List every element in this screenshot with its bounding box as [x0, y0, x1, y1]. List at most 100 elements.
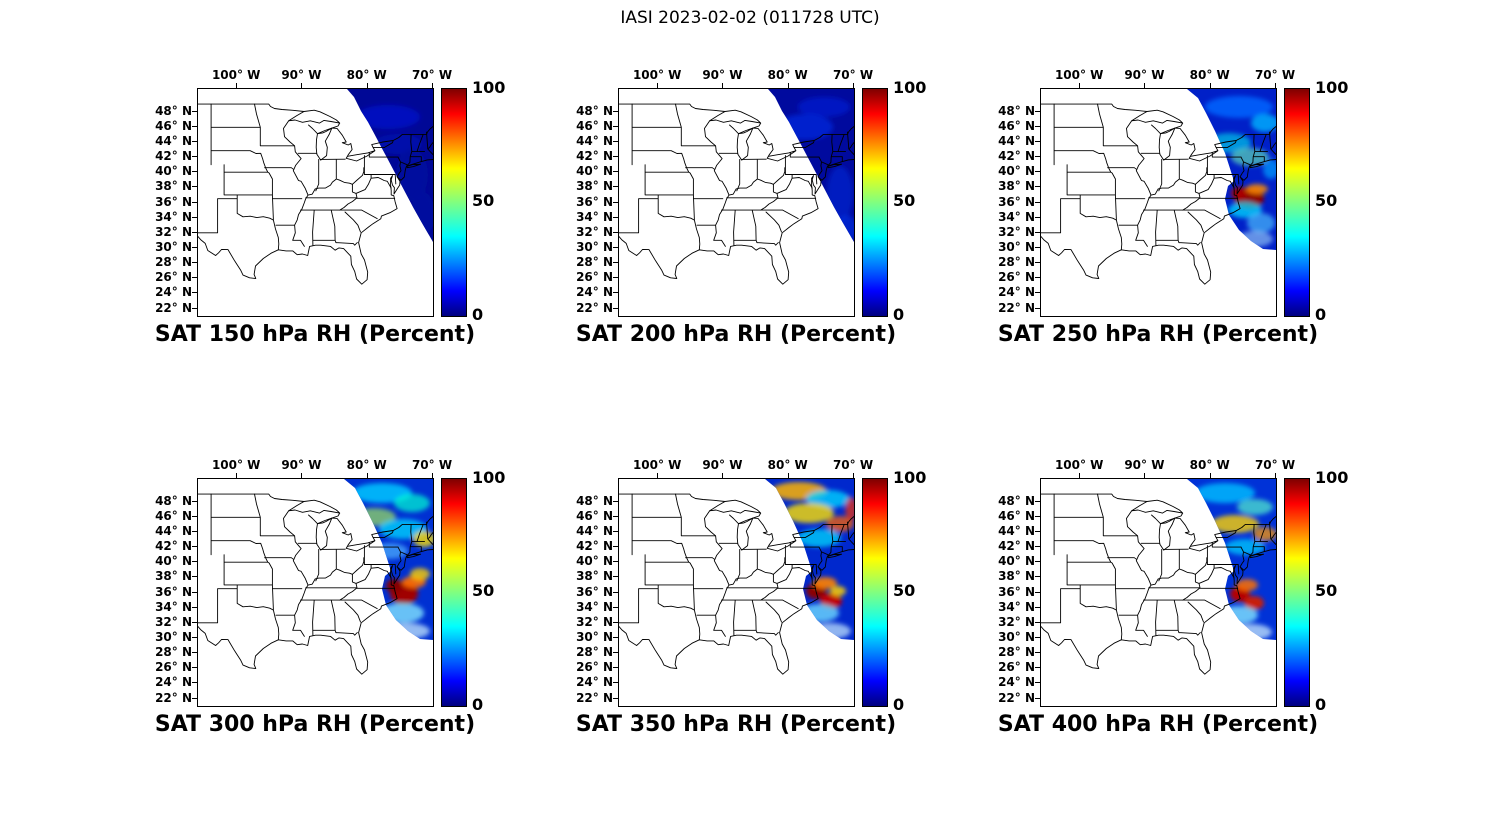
lat-tick-label: 40° N [998, 554, 1035, 569]
lat-tick-label: 44° N [576, 134, 613, 148]
lat-tick-label: 32° N [998, 614, 1035, 629]
lat-tick-label: 34° N [998, 599, 1035, 614]
lon-tick-label: 80° W [1189, 68, 1230, 82]
lon-tick-label: 70° W [411, 458, 453, 472]
colorbar-tick-100: 100 [472, 468, 506, 487]
lat-tick-label: 36° N [998, 584, 1035, 599]
lat-tick-label: 22° N [155, 300, 192, 315]
lat-tick-label: 36° N [155, 584, 192, 599]
lat-tick-label: 46° N [576, 118, 613, 133]
lat-tick-label: 46° N [576, 508, 613, 523]
lat-tick-label: 24° N [155, 285, 192, 300]
lat-tick-label: 26° N [998, 660, 1035, 675]
lat-tick-label: 38° N [155, 179, 192, 194]
lon-tick-label: 80° W [767, 458, 808, 472]
map-canvas [198, 479, 433, 675]
lat-tick-label: 22° N [576, 300, 613, 315]
lat-tick-label: 30° N [998, 629, 1035, 644]
colorbar-tick-50: 50 [472, 581, 495, 600]
map-canvas [619, 89, 854, 285]
satellite-swath-overlay [765, 479, 854, 640]
lat-tick-label: 30° N [998, 239, 1035, 254]
lat-tick-label: 38° N [998, 179, 1035, 194]
colorbar [441, 478, 467, 707]
lat-tick-label: 48° N [576, 103, 613, 118]
colorbar-tick-0: 0 [472, 305, 484, 324]
lat-tick-label: 46° N [155, 118, 192, 133]
lat-tick-label: 36° N [998, 194, 1035, 209]
panel-350hpa: 100° W 90° W 80° W 70° W 48° N 46° N 44° N 42°… [571, 450, 936, 750]
lat-tick-label: 32° N [998, 224, 1035, 239]
colorbar-tick-50: 50 [1315, 581, 1338, 600]
colorbar [862, 478, 888, 707]
panel-300hpa: 100° W 90° W 80° W 70° W 48° N 46° N 44° N 42°… [150, 450, 515, 750]
lat-tick-label: 32° N [576, 224, 613, 239]
lat-tick-label: 22° N [576, 690, 613, 705]
map-plot-area [1040, 478, 1277, 707]
lat-tick-label: 44° N [998, 524, 1035, 538]
map-canvas [619, 479, 854, 675]
lat-tick-label: 38° N [576, 569, 613, 584]
lat-tick-label: 24° N [998, 285, 1035, 300]
lat-tick-label: 26° N [155, 660, 192, 675]
lat-tick-label: 28° N [576, 255, 613, 269]
colorbar-tick-100: 100 [893, 468, 927, 487]
lon-tick-label: 100° W [632, 68, 682, 82]
lon-tick-label: 70° W [1254, 458, 1296, 472]
lon-tick-label: 100° W [632, 458, 682, 472]
map-plot-area [618, 478, 855, 707]
lat-tick-label: 34° N [576, 209, 613, 224]
colorbar-tick-50: 50 [893, 191, 916, 210]
lat-tick-label: 22° N [155, 690, 192, 705]
lat-tick-label: 40° N [155, 554, 192, 569]
colorbar-tick-0: 0 [893, 695, 905, 714]
colorbar [1284, 88, 1310, 317]
lon-tick-label: 80° W [1189, 458, 1230, 472]
lat-tick-label: 42° N [998, 149, 1035, 164]
lon-tick-label: 70° W [832, 68, 874, 82]
lat-tick-label: 46° N [998, 118, 1035, 133]
lon-tick-label: 70° W [1254, 68, 1296, 82]
lat-tick-label: 30° N [155, 239, 192, 254]
lat-tick-label: 46° N [155, 508, 192, 523]
panel-200hpa: 100° W 90° W 80° W 70° W 48° N 46° N 44° N 42°… [571, 60, 936, 360]
lat-tick-label: 26° N [155, 270, 192, 285]
lat-tick-label: 28° N [998, 645, 1035, 659]
panel-title: SAT 150 hPa RH (Percent) [154, 322, 476, 347]
satellite-swath-overlay [344, 479, 433, 640]
lat-tick-label: 46° N [998, 508, 1035, 523]
lat-tick-label: 32° N [155, 224, 192, 239]
panel-400hpa: 100° W 90° W 80° W 70° W 48° N 46° N 44° N 42°… [993, 450, 1358, 750]
lat-tick-label: 42° N [155, 149, 192, 164]
map-canvas [1041, 89, 1276, 285]
lat-tick-label: 48° N [998, 493, 1035, 508]
colorbar-tick-0: 0 [1315, 695, 1327, 714]
lon-tick-label: 100° W [1054, 68, 1104, 82]
colorbar-tick-50: 50 [1315, 191, 1338, 210]
lat-tick-label: 34° N [155, 209, 192, 224]
lat-tick-label: 32° N [576, 614, 613, 629]
lat-tick-label: 28° N [998, 255, 1035, 269]
lat-tick-label: 40° N [576, 164, 613, 179]
map-plot-area [1040, 88, 1277, 317]
lat-tick-label: 40° N [155, 164, 192, 179]
colorbar-tick-100: 100 [1315, 78, 1349, 97]
lat-tick-label: 38° N [998, 569, 1035, 584]
lat-tick-label: 48° N [576, 493, 613, 508]
lat-tick-label: 44° N [155, 134, 192, 148]
colorbar-tick-100: 100 [1315, 468, 1349, 487]
colorbar-tick-0: 0 [1315, 305, 1327, 324]
colorbar [862, 88, 888, 317]
map-plot-area [197, 478, 434, 707]
lat-tick-label: 28° N [576, 645, 613, 659]
lat-tick-label: 34° N [998, 209, 1035, 224]
colorbar-tick-50: 50 [472, 191, 495, 210]
lat-tick-label: 38° N [576, 179, 613, 194]
lon-tick-label: 80° W [767, 68, 808, 82]
colorbar [1284, 478, 1310, 707]
lat-tick-label: 24° N [576, 675, 613, 690]
lat-tick-label: 34° N [576, 599, 613, 614]
map-plot-area [618, 88, 855, 317]
lon-tick-label: 90° W [1124, 68, 1165, 82]
lon-tick-label: 100° W [211, 68, 261, 82]
